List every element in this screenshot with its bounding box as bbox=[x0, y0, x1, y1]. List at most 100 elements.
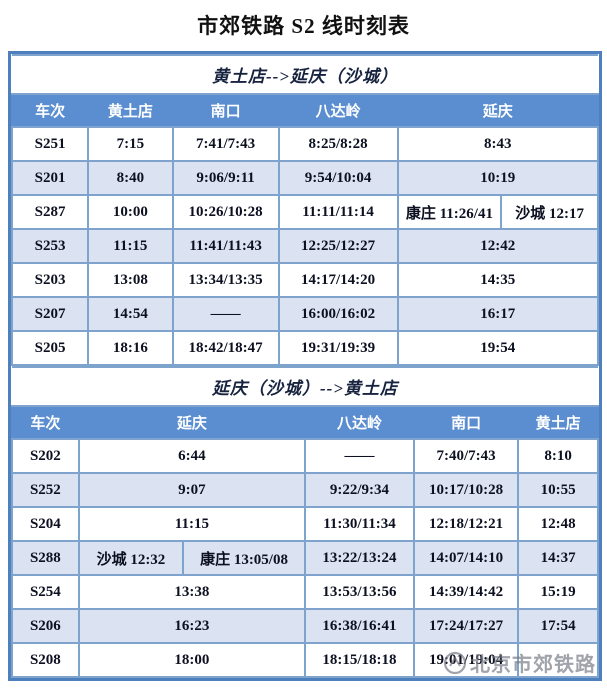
table-row: S253 11:15 11:41/11:43 12:25/12:27 12:42 bbox=[10, 228, 600, 264]
cell-time: 11:15 bbox=[87, 228, 174, 264]
table-row: S288 沙城 12:32 康庄 13:05/08 13:22/13:24 14… bbox=[11, 540, 599, 576]
cell-time: 17:54 bbox=[517, 608, 599, 644]
table-row: S206 16:23 16:38/16:41 17:24/17:27 17:54 bbox=[11, 608, 599, 644]
cell-time: 13:53/13:56 bbox=[303, 574, 415, 610]
col-header-huangtudian: 黄土店 bbox=[87, 93, 174, 128]
cell-trainno: S251 bbox=[10, 126, 90, 162]
cell-time: 8:40 bbox=[87, 160, 174, 196]
cell-time: 16:00/16:02 bbox=[277, 296, 399, 332]
table-row: S208 18:00 18:15/18:18 19:01/19:04 bbox=[11, 642, 599, 678]
col-header-trainno: 车次 bbox=[11, 405, 80, 440]
cell-time: 9:06/9:11 bbox=[171, 160, 280, 196]
cell-time: 14:54 bbox=[87, 296, 174, 332]
col-header-trainno: 车次 bbox=[10, 93, 90, 128]
table-row: S207 14:54 —— 16:00/16:02 16:17 bbox=[10, 296, 600, 332]
cell-trainno: S254 bbox=[11, 574, 80, 610]
cell-no-stop-dash: —— bbox=[171, 296, 280, 332]
col-header-nankou: 南口 bbox=[171, 93, 280, 128]
cell-time: 19:54 bbox=[396, 330, 600, 366]
cell-time: 18:15/18:18 bbox=[303, 642, 415, 678]
cell-time: 6:44 bbox=[77, 438, 306, 474]
table-row: S204 11:15 11:30/11:34 12:18/12:21 12:48 bbox=[11, 506, 599, 542]
col-header-badaling: 八达岭 bbox=[277, 93, 399, 128]
cell-time: 11:15 bbox=[77, 506, 306, 542]
cell-time-shacheng: 沙城 12:17 bbox=[500, 194, 599, 230]
table-row: S202 6:44 —— 7:40/7:43 8:10 bbox=[11, 438, 599, 474]
cell-no-stop-dash: —— bbox=[303, 438, 415, 474]
cell-trainno: S207 bbox=[10, 296, 90, 332]
cell-time-shacheng: 沙城 12:32 bbox=[77, 540, 185, 576]
cell-time: 13:22/13:24 bbox=[303, 540, 415, 576]
cell-trainno: S287 bbox=[10, 194, 90, 230]
cell-trainno: S252 bbox=[11, 472, 80, 508]
col-header-yanqing: 延庆 bbox=[77, 405, 306, 440]
cell-time: 9:07 bbox=[77, 472, 306, 508]
cell-time: 12:18/12:21 bbox=[412, 506, 520, 542]
cell-time: 18:16 bbox=[87, 330, 174, 366]
cell-time: 14:35 bbox=[396, 262, 600, 298]
table-row: S254 13:38 13:53/13:56 14:39/14:42 15:19 bbox=[11, 574, 599, 610]
table-row: S201 8:40 9:06/9:11 9:54/10:04 10:19 bbox=[10, 160, 600, 196]
cell-time: 16:38/16:41 bbox=[303, 608, 415, 644]
cell-time-kangzhuang: 康庄 13:05/08 bbox=[182, 540, 306, 576]
cell-time: 9:22/9:34 bbox=[303, 472, 415, 508]
cell-time: 19:31/19:39 bbox=[277, 330, 399, 366]
cell-time: 11:30/11:34 bbox=[303, 506, 415, 542]
cell-time: 18:00 bbox=[77, 642, 306, 678]
cell-trainno: S203 bbox=[10, 262, 90, 298]
table-yanqing-to-huangtudian: 延庆（沙城）-->黄土店 车次 延庆 八达岭 南口 黄土店 S202 6:44 … bbox=[11, 366, 599, 678]
cell-time: 11:41/11:43 bbox=[171, 228, 280, 264]
cell-time: 7:15 bbox=[87, 126, 174, 162]
cell-time-obscured bbox=[517, 642, 599, 678]
cell-time: 14:39/14:42 bbox=[412, 574, 520, 610]
cell-trainno: S204 bbox=[11, 506, 80, 542]
header-row: 车次 黄土店 南口 八达岭 延庆 bbox=[10, 93, 600, 128]
col-header-yanqing: 延庆 bbox=[396, 93, 600, 128]
cell-time: 8:10 bbox=[517, 438, 599, 474]
cell-time: 8:25/8:28 bbox=[277, 126, 399, 162]
cell-time: 14:17/14:20 bbox=[277, 262, 399, 298]
direction-2-title: 延庆（沙城）-->黄土店 bbox=[12, 366, 598, 407]
cell-time: 18:42/18:47 bbox=[171, 330, 280, 366]
cell-time: 7:41/7:43 bbox=[171, 126, 280, 162]
table-row: S287 10:00 10:26/10:28 11:11/11:14 康庄 11… bbox=[10, 194, 599, 230]
cell-time-kangzhuang: 康庄 11:26/41 bbox=[396, 194, 503, 230]
cell-time: 11:11/11:14 bbox=[277, 194, 399, 230]
cell-time: 13:08 bbox=[87, 262, 174, 298]
section-row: 延庆（沙城）-->黄土店 bbox=[12, 366, 598, 407]
cell-time: 13:34/13:35 bbox=[171, 262, 280, 298]
cell-trainno: S208 bbox=[11, 642, 80, 678]
cell-time: 12:42 bbox=[396, 228, 600, 264]
table-row: S252 9:07 9:22/9:34 10:17/10:28 10:55 bbox=[11, 472, 599, 508]
cell-time: 10:00 bbox=[87, 194, 174, 230]
cell-time: 10:55 bbox=[517, 472, 599, 508]
cell-time: 17:24/17:27 bbox=[412, 608, 520, 644]
cell-time: 16:17 bbox=[396, 296, 600, 332]
cell-time: 10:26/10:28 bbox=[171, 194, 280, 230]
s2-timetable: 黄土店-->延庆（沙城） 车次 黄土店 南口 八达岭 延庆 S251 7:15 … bbox=[8, 51, 602, 681]
cell-time: 10:19 bbox=[396, 160, 600, 196]
cell-time: 14:37 bbox=[517, 540, 599, 576]
cell-trainno: S201 bbox=[10, 160, 90, 196]
cell-time: 8:43 bbox=[396, 126, 600, 162]
cell-trainno: S205 bbox=[10, 330, 90, 366]
col-header-badaling: 八达岭 bbox=[303, 405, 415, 440]
cell-time: 12:48 bbox=[517, 506, 599, 542]
cell-time: 12:25/12:27 bbox=[277, 228, 399, 264]
cell-trainno: S206 bbox=[11, 608, 80, 644]
table-row: S203 13:08 13:34/13:35 14:17/14:20 14:35 bbox=[10, 262, 600, 298]
page-title: 市郊铁路 S2 线时刻表 bbox=[197, 14, 410, 38]
cell-time: 7:40/7:43 bbox=[412, 438, 520, 474]
cell-time: 13:38 bbox=[77, 574, 306, 610]
col-header-nankou: 南口 bbox=[412, 405, 520, 440]
table-huangtudian-to-yanqing: 黄土店-->延庆（沙城） 车次 黄土店 南口 八达岭 延庆 S251 7:15 … bbox=[10, 54, 600, 366]
cell-time: 15:19 bbox=[517, 574, 599, 610]
cell-trainno: S288 bbox=[11, 540, 80, 576]
cell-trainno: S253 bbox=[10, 228, 90, 264]
section-row: 黄土店-->延庆（沙城） bbox=[12, 54, 598, 95]
cell-time: 9:54/10:04 bbox=[277, 160, 399, 196]
table-row: S251 7:15 7:41/7:43 8:25/8:28 8:43 bbox=[10, 126, 600, 162]
cell-trainno: S202 bbox=[11, 438, 80, 474]
direction-1-title: 黄土店-->延庆（沙城） bbox=[12, 54, 598, 95]
header-row: 车次 延庆 八达岭 南口 黄土店 bbox=[11, 405, 599, 440]
